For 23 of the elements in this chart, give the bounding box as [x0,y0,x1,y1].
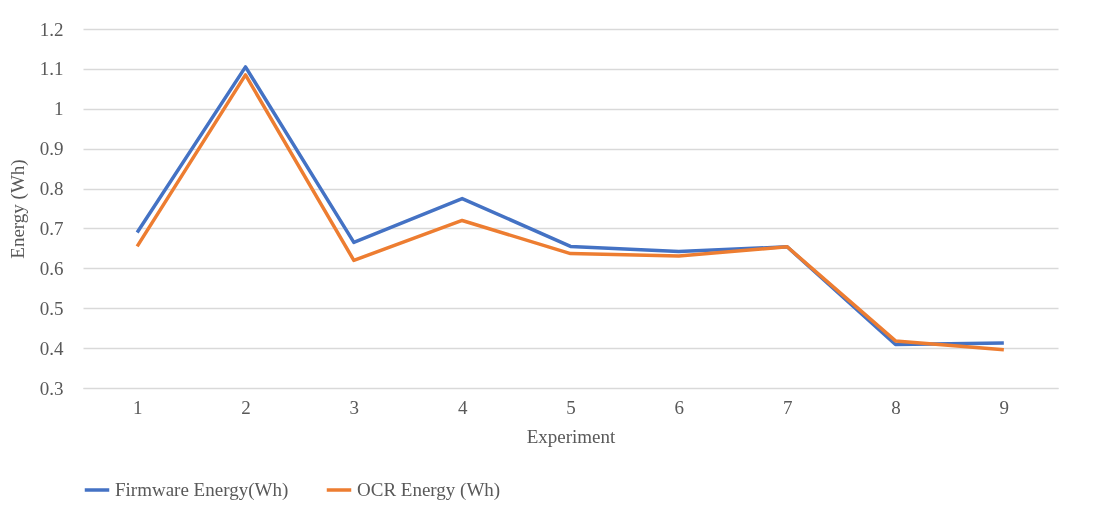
y-tick-label: 0.6 [39,257,64,279]
x-axis-title: Experiment [526,425,617,447]
x-tick-label: 4 [457,396,468,418]
y-tick-label: 1.1 [39,58,64,80]
y-tick-label: 0.9 [39,138,64,160]
y-tick-label: 0.7 [39,217,64,239]
x-tick-label: 7 [782,396,793,418]
x-tick-label: 9 [999,396,1010,418]
y-axis-title: Energy (Wh) [6,159,29,259]
y-tick-label: 0.3 [39,377,64,399]
y-tick-label: 0.4 [39,337,64,359]
y-tick-label: 0.5 [39,297,64,319]
y-tick-label: 0.8 [39,178,64,200]
x-tick-label: 2 [241,396,251,418]
y-tick-label: 1.2 [39,18,64,40]
legend-label: OCR Energy (Wh) [357,479,501,501]
x-tick-label: 5 [566,396,576,418]
x-tick-label: 3 [349,396,360,418]
x-tick-label: 8 [891,396,901,418]
x-tick-label: 1 [132,396,143,418]
legend-label: Firmware Energy(Wh) [115,479,289,501]
x-tick-label: 6 [674,396,685,418]
y-tick-label: 1 [54,98,64,120]
